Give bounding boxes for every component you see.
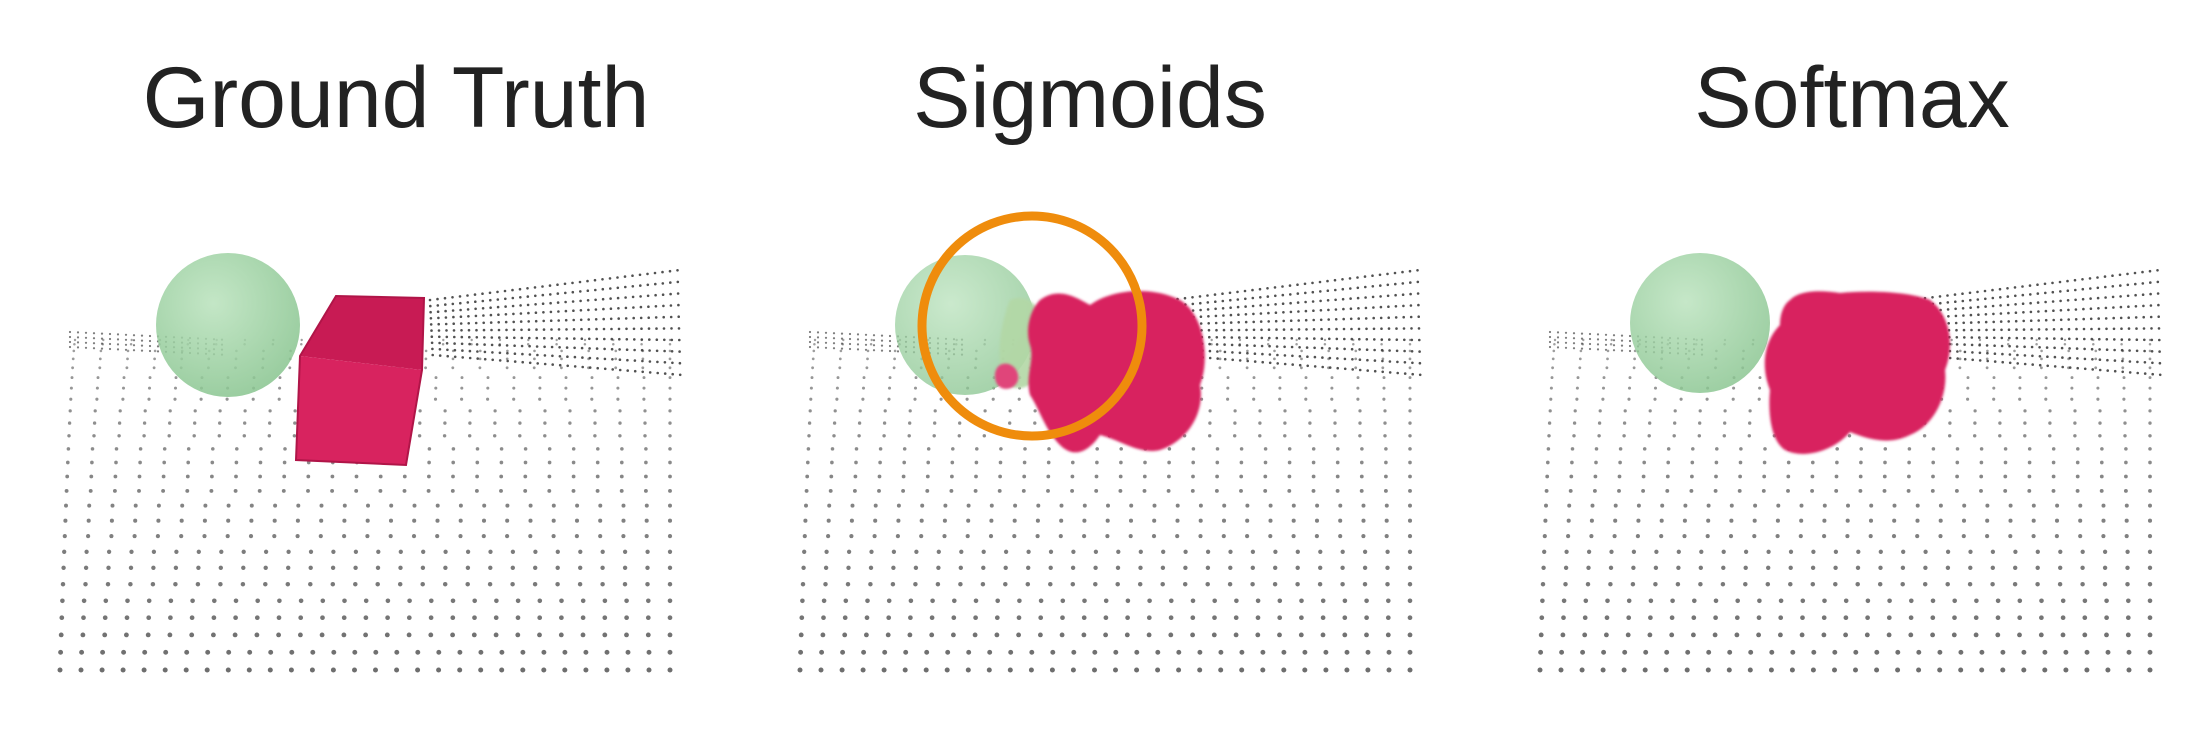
panel-sigmoids — [797, 211, 1422, 673]
panel-title-sigmoids: Sigmoids — [913, 50, 1267, 146]
blob — [1764, 291, 1950, 454]
box — [294, 294, 426, 467]
sphere — [1630, 253, 1770, 393]
highlight-circle — [917, 211, 1147, 441]
panel-title-softmax: Softmax — [1694, 50, 2010, 146]
panel-ground-truth — [57, 253, 682, 673]
sphere — [156, 253, 300, 397]
panel-softmax — [1537, 253, 2162, 673]
blob — [1028, 290, 1205, 453]
panel-title-ground-truth: Ground Truth — [142, 50, 650, 146]
point-grid — [797, 269, 1422, 673]
